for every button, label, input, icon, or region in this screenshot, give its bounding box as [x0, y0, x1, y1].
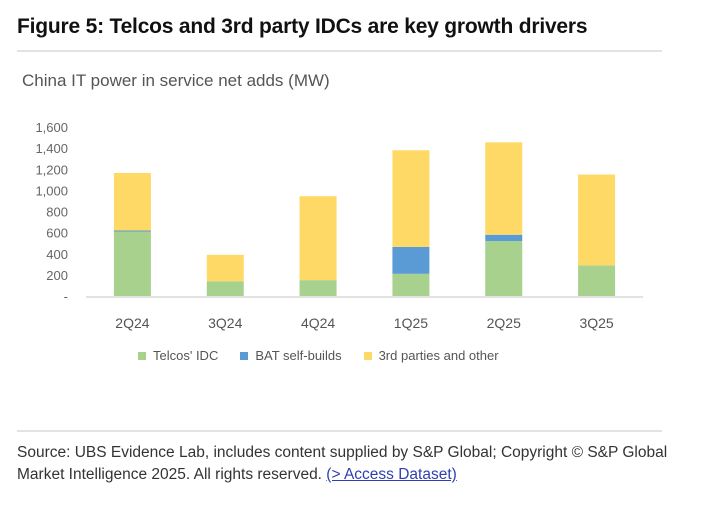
access-dataset-link[interactable]: (> Access Dataset) — [326, 466, 457, 483]
bar-segment-2q24-telcos-idc — [113, 231, 151, 296]
bar-segment-3q25-3rd-parties-and-other — [578, 174, 616, 266]
y-tick-label: 200 — [46, 268, 68, 283]
legend-swatch-bat — [240, 351, 249, 360]
chart-subtitle: China IT power in service net adds (MW) — [22, 71, 330, 90]
x-axis-labels: 2Q24 3Q24 4Q24 1Q25 2Q25 3Q25 — [115, 315, 614, 331]
chart-legend: Telcos' IDC BAT self-builds 3rd parties … — [138, 348, 499, 363]
source-text: Source: UBS Evidence Lab, includes conte… — [17, 444, 668, 483]
y-tick-label: 1,600 — [35, 120, 68, 135]
bar-segment-2q24-bat-self-builds — [113, 230, 151, 232]
x-tick-label: 4Q24 — [301, 315, 335, 331]
y-tick-label: 1,400 — [35, 141, 68, 156]
source-divider — [17, 430, 662, 432]
bar-segment-4q24-telcos-idc — [299, 280, 337, 296]
figure-title: Figure 5: Telcos and 3rd party IDCs are … — [17, 15, 588, 38]
y-tick-label: 800 — [46, 205, 68, 220]
source-note: Source: UBS Evidence Lab, includes conte… — [17, 442, 687, 486]
y-axis-ticks: - 200 400 600 800 1,000 1,200 1,400 1,600 — [35, 120, 68, 304]
bar-segment-4q24-3rd-parties-and-other — [299, 196, 337, 281]
bars — [113, 142, 616, 296]
bar-segment-3q24-telcos-idc — [206, 281, 244, 296]
bar-segment-3q24-3rd-parties-and-other — [206, 254, 244, 282]
stacked-bar-chart: - 200 400 600 800 1,000 1,200 1,400 1,600 2Q24 3Q… — [35, 120, 643, 331]
legend-swatch-3rd-parties — [363, 351, 372, 360]
y-tick-label: - — [64, 289, 68, 304]
y-tick-label: 400 — [46, 247, 68, 262]
bar-segment-3q25-telcos-idc — [578, 265, 616, 296]
y-tick-label: 1,000 — [35, 183, 68, 198]
bar-segment-1q25-3rd-parties-and-other — [392, 150, 430, 247]
bar-segment-2q25-bat-self-builds — [485, 234, 523, 242]
y-tick-label: 600 — [46, 226, 68, 241]
bar-segment-2q25-telcos-idc — [485, 241, 523, 296]
x-tick-label: 3Q25 — [579, 315, 613, 331]
legend-label-telcos: Telcos' IDC — [153, 348, 219, 363]
x-tick-label: 2Q25 — [487, 315, 521, 331]
legend-swatch-telcos — [138, 351, 146, 360]
legend-label-3rd-parties: 3rd parties and other — [378, 348, 499, 363]
legend-item-3rd-parties: 3rd parties and other — [363, 348, 499, 363]
x-tick-label: 3Q24 — [208, 315, 242, 331]
bar-segment-2q24-3rd-parties-and-other — [113, 172, 151, 231]
legend-item-bat: BAT self-builds — [240, 348, 342, 363]
y-tick-label: 1,200 — [35, 162, 68, 177]
bar-segment-1q25-telcos-idc — [392, 273, 430, 296]
legend-item-telcos: Telcos' IDC — [138, 348, 218, 363]
title-divider — [17, 50, 662, 52]
x-tick-label: 1Q25 — [394, 315, 428, 331]
bar-segment-2q25-3rd-parties-and-other — [485, 142, 523, 235]
legend-label-bat: BAT self-builds — [255, 348, 342, 363]
bar-segment-1q25-bat-self-builds — [392, 246, 430, 274]
x-tick-label: 2Q24 — [115, 315, 149, 331]
